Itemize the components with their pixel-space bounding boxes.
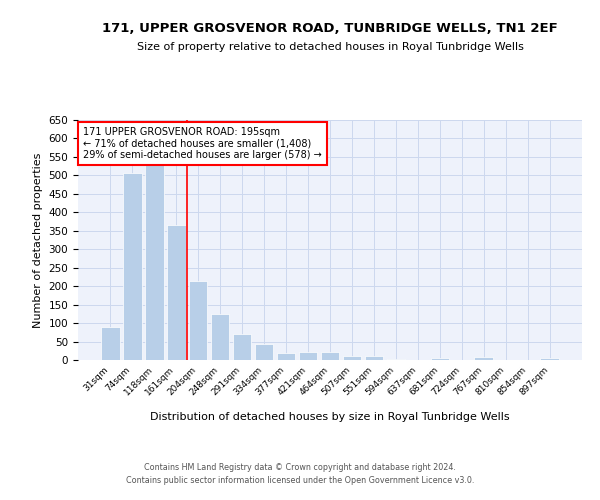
Y-axis label: Number of detached properties: Number of detached properties xyxy=(33,152,43,328)
Bar xyxy=(145,164,164,360)
Text: Distribution of detached houses by size in Royal Tunbridge Wells: Distribution of detached houses by size … xyxy=(150,412,510,422)
Text: Contains HM Land Registry data © Crown copyright and database right 2024.: Contains HM Land Registry data © Crown c… xyxy=(144,462,456,471)
Bar xyxy=(167,225,185,360)
Bar xyxy=(277,354,295,360)
Text: Contains public sector information licensed under the Open Government Licence v3: Contains public sector information licen… xyxy=(126,476,474,485)
Bar xyxy=(343,356,361,360)
Bar xyxy=(365,356,383,360)
Bar xyxy=(386,359,405,360)
Bar xyxy=(233,334,251,360)
Bar xyxy=(101,327,119,360)
Bar xyxy=(211,314,229,360)
Bar xyxy=(541,358,559,360)
Text: 171, UPPER GROSVENOR ROAD, TUNBRIDGE WELLS, TN1 2EF: 171, UPPER GROSVENOR ROAD, TUNBRIDGE WEL… xyxy=(102,22,558,36)
Bar xyxy=(431,358,449,360)
Bar xyxy=(255,344,274,360)
Bar xyxy=(475,358,493,360)
Bar xyxy=(299,352,317,360)
Text: Size of property relative to detached houses in Royal Tunbridge Wells: Size of property relative to detached ho… xyxy=(137,42,523,52)
Bar xyxy=(320,352,340,360)
Text: 171 UPPER GROSVENOR ROAD: 195sqm
← 71% of detached houses are smaller (1,408)
29: 171 UPPER GROSVENOR ROAD: 195sqm ← 71% o… xyxy=(83,127,322,160)
Bar xyxy=(123,173,142,360)
Bar xyxy=(189,280,208,360)
